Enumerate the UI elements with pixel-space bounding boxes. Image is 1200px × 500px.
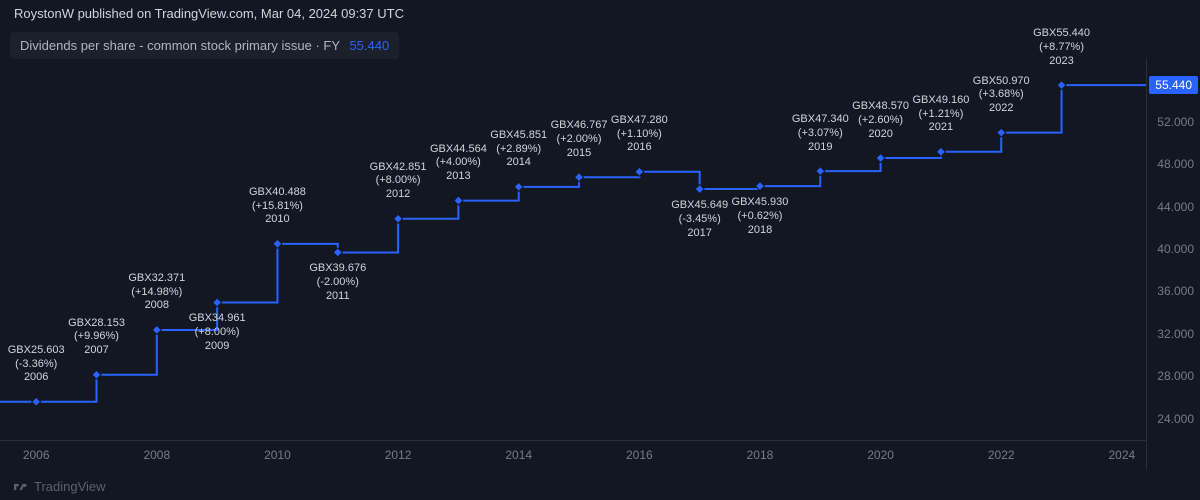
chart-area[interactable]: GBX25.603(-3.36%)2006GBX28.153(+9.96%)20…	[0, 58, 1146, 440]
tradingview-logo-icon	[14, 480, 28, 494]
data-marker	[695, 185, 704, 194]
y-tick: 36.000	[1157, 284, 1194, 298]
branding-text: TradingView	[34, 479, 106, 494]
data-marker	[1057, 81, 1066, 90]
data-marker	[333, 248, 342, 257]
data-marker	[514, 182, 523, 191]
publish-info: RoystonW published on TradingView.com, M…	[14, 6, 404, 21]
x-axis: 2006 2008 2010 2012 2014 2016 2018 2020 2022 2024	[0, 440, 1146, 470]
data-marker	[997, 128, 1006, 137]
series-legend-label: Dividends per share - common stock prima…	[20, 38, 340, 53]
step-line-plot	[0, 58, 1146, 440]
x-tick: 2014	[505, 448, 532, 462]
y-tick: 52.000	[1157, 115, 1194, 129]
x-tick: 2022	[988, 448, 1015, 462]
x-tick: 2008	[143, 448, 170, 462]
x-tick: 2020	[867, 448, 894, 462]
series-legend-value: 55.440	[349, 38, 389, 53]
data-marker	[936, 147, 945, 156]
data-marker	[273, 239, 282, 248]
data-marker	[635, 167, 644, 176]
x-tick: 2006	[23, 448, 50, 462]
x-tick: 2012	[385, 448, 412, 462]
y-tick: 32.000	[1157, 327, 1194, 341]
y-tick: 28.000	[1157, 369, 1194, 383]
tradingview-branding: TradingView	[14, 479, 106, 494]
y-axis: 24.000 28.000 32.000 36.000 40.000 44.000 48.0…	[1146, 58, 1200, 440]
series-legend: Dividends per share - common stock prima…	[10, 32, 399, 59]
data-marker	[32, 397, 41, 406]
y-tick: 40.000	[1157, 242, 1194, 256]
step-line	[0, 85, 1146, 402]
x-tick: 2016	[626, 448, 653, 462]
data-marker	[213, 298, 222, 307]
data-marker	[394, 214, 403, 223]
y-tick: 44.000	[1157, 200, 1194, 214]
last-value-badge: 55.440	[1149, 76, 1198, 94]
x-tick: 2018	[747, 448, 774, 462]
data-marker	[816, 167, 825, 176]
data-marker	[152, 325, 161, 334]
x-tick: 2024	[1109, 448, 1136, 462]
data-marker	[92, 370, 101, 379]
x-tick: 2010	[264, 448, 291, 462]
y-tick: 24.000	[1157, 412, 1194, 426]
data-marker	[454, 196, 463, 205]
data-marker	[876, 154, 885, 163]
data-marker	[575, 173, 584, 182]
y-tick: 48.000	[1157, 157, 1194, 171]
